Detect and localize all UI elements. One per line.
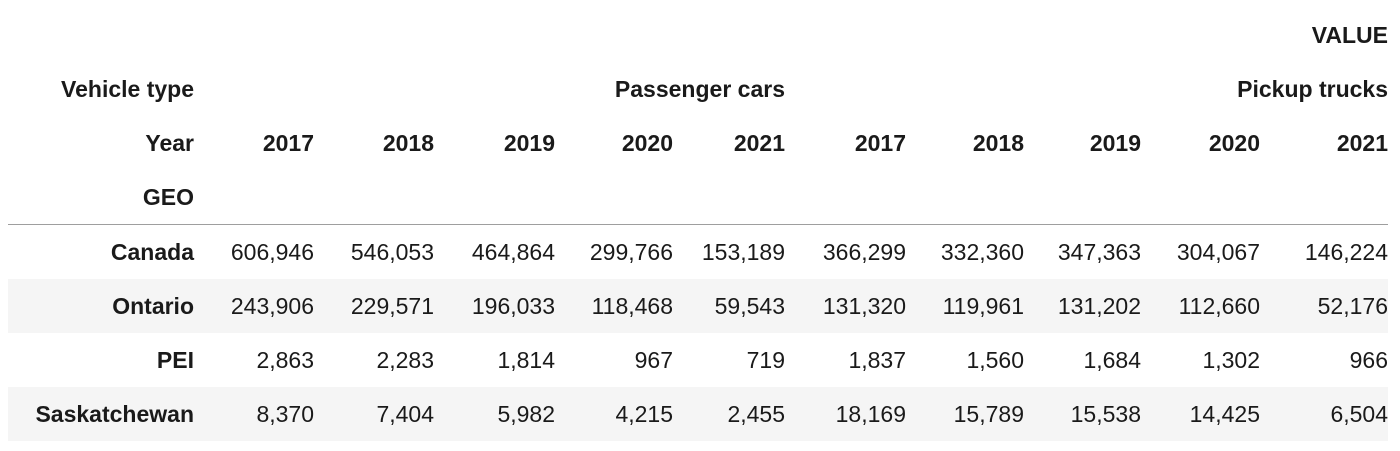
table-cell: 966 — [1349, 346, 1388, 373]
table-cell: 4,215 — [555, 387, 673, 441]
table-row: Ontario 243,906 229,571 196,033 118,468 … — [8, 279, 1388, 333]
table-cell: 719 — [746, 346, 785, 373]
year-index-label: Year — [145, 129, 194, 156]
year-header: 2019 — [1089, 129, 1141, 156]
table-cell: 366,299 — [822, 238, 906, 265]
row-label-geo: Ontario — [8, 279, 194, 333]
table-cell: 1,302 — [1202, 346, 1260, 373]
table-cell: 7,404 — [314, 387, 434, 441]
year-header: 2017 — [854, 129, 906, 156]
table-cell: 14,425 — [1141, 387, 1260, 441]
table-cell: 347,363 — [1057, 238, 1141, 265]
table-cell: 1,814 — [497, 346, 555, 373]
geo-index-label: GEO — [8, 170, 194, 225]
geo-header-row: GEO — [8, 170, 1388, 225]
table-cell: 2,283 — [376, 346, 434, 373]
table-cell: 153,189 — [701, 238, 785, 265]
table-cell: 8,370 — [194, 387, 314, 441]
year-header: 2018 — [382, 129, 434, 156]
value-header-row: VALUE — [8, 8, 1388, 62]
table-cell: 131,320 — [785, 279, 906, 333]
table-cell: 131,202 — [1024, 279, 1141, 333]
year-header: 2021 — [1336, 129, 1388, 156]
row-label-geo: Canada — [110, 238, 194, 265]
table-cell: 464,864 — [471, 238, 555, 265]
table-header: VALUE Vehicle type Passenger cars Pickup… — [8, 8, 1388, 225]
table-cell: 6,504 — [1260, 387, 1388, 441]
table-cell: 146,224 — [1304, 238, 1388, 265]
table-cell: 52,176 — [1260, 279, 1388, 333]
year-header: 2017 — [262, 129, 314, 156]
table-cell: 2,455 — [673, 387, 785, 441]
table-cell: 119,961 — [906, 279, 1024, 333]
table-cell: 967 — [634, 346, 673, 373]
value-column-header: VALUE — [1311, 21, 1388, 48]
table-cell: 299,766 — [589, 238, 673, 265]
table-cell: 15,538 — [1024, 387, 1141, 441]
table-cell: 2,863 — [256, 346, 314, 373]
vehicle-type-header-passenger-cars: Passenger cars — [614, 75, 785, 102]
table-cell: 1,560 — [966, 346, 1024, 373]
table-cell: 112,660 — [1141, 279, 1260, 333]
table-body: Canada 606,946 546,053 464,864 299,766 1… — [8, 225, 1388, 441]
table-cell: 18,169 — [785, 387, 906, 441]
year-header: 2020 — [1208, 129, 1260, 156]
pivot-table: VALUE Vehicle type Passenger cars Pickup… — [8, 8, 1388, 441]
year-header: 2020 — [621, 129, 673, 156]
vehicle-type-header-row: Vehicle type Passenger cars Pickup truck… — [8, 62, 1388, 116]
header-blank — [8, 8, 194, 62]
table-cell: 606,946 — [230, 238, 314, 265]
table-cell: 229,571 — [314, 279, 434, 333]
table-cell: 304,067 — [1176, 238, 1260, 265]
table-cell: 243,906 — [194, 279, 314, 333]
table-cell: 118,468 — [555, 279, 673, 333]
year-header: 2018 — [972, 129, 1024, 156]
year-header: 2021 — [733, 129, 785, 156]
vehicle-type-header-pickup-trucks: Pickup trucks — [1237, 75, 1388, 102]
row-label-geo: PEI — [156, 346, 194, 373]
table-row: Saskatchewan 8,370 7,404 5,982 4,215 2,4… — [8, 387, 1388, 441]
table-row: PEI 2,863 2,283 1,814 967 719 1,837 1,56… — [8, 333, 1388, 387]
table-cell: 1,837 — [848, 346, 906, 373]
table-cell: 196,033 — [434, 279, 555, 333]
table-cell: 332,360 — [940, 238, 1024, 265]
row-label-geo: Saskatchewan — [8, 387, 194, 441]
table-cell: 59,543 — [673, 279, 785, 333]
table-cell: 1,684 — [1083, 346, 1141, 373]
table-row: Canada 606,946 546,053 464,864 299,766 1… — [8, 225, 1388, 280]
year-header: 2019 — [503, 129, 555, 156]
table-cell: 15,789 — [906, 387, 1024, 441]
vehicle-type-index-label: Vehicle type — [61, 75, 194, 102]
table-cell: 546,053 — [350, 238, 434, 265]
table-cell: 5,982 — [434, 387, 555, 441]
year-header-row: Year 2017 2018 2019 2020 2021 2017 2018 … — [8, 116, 1388, 170]
